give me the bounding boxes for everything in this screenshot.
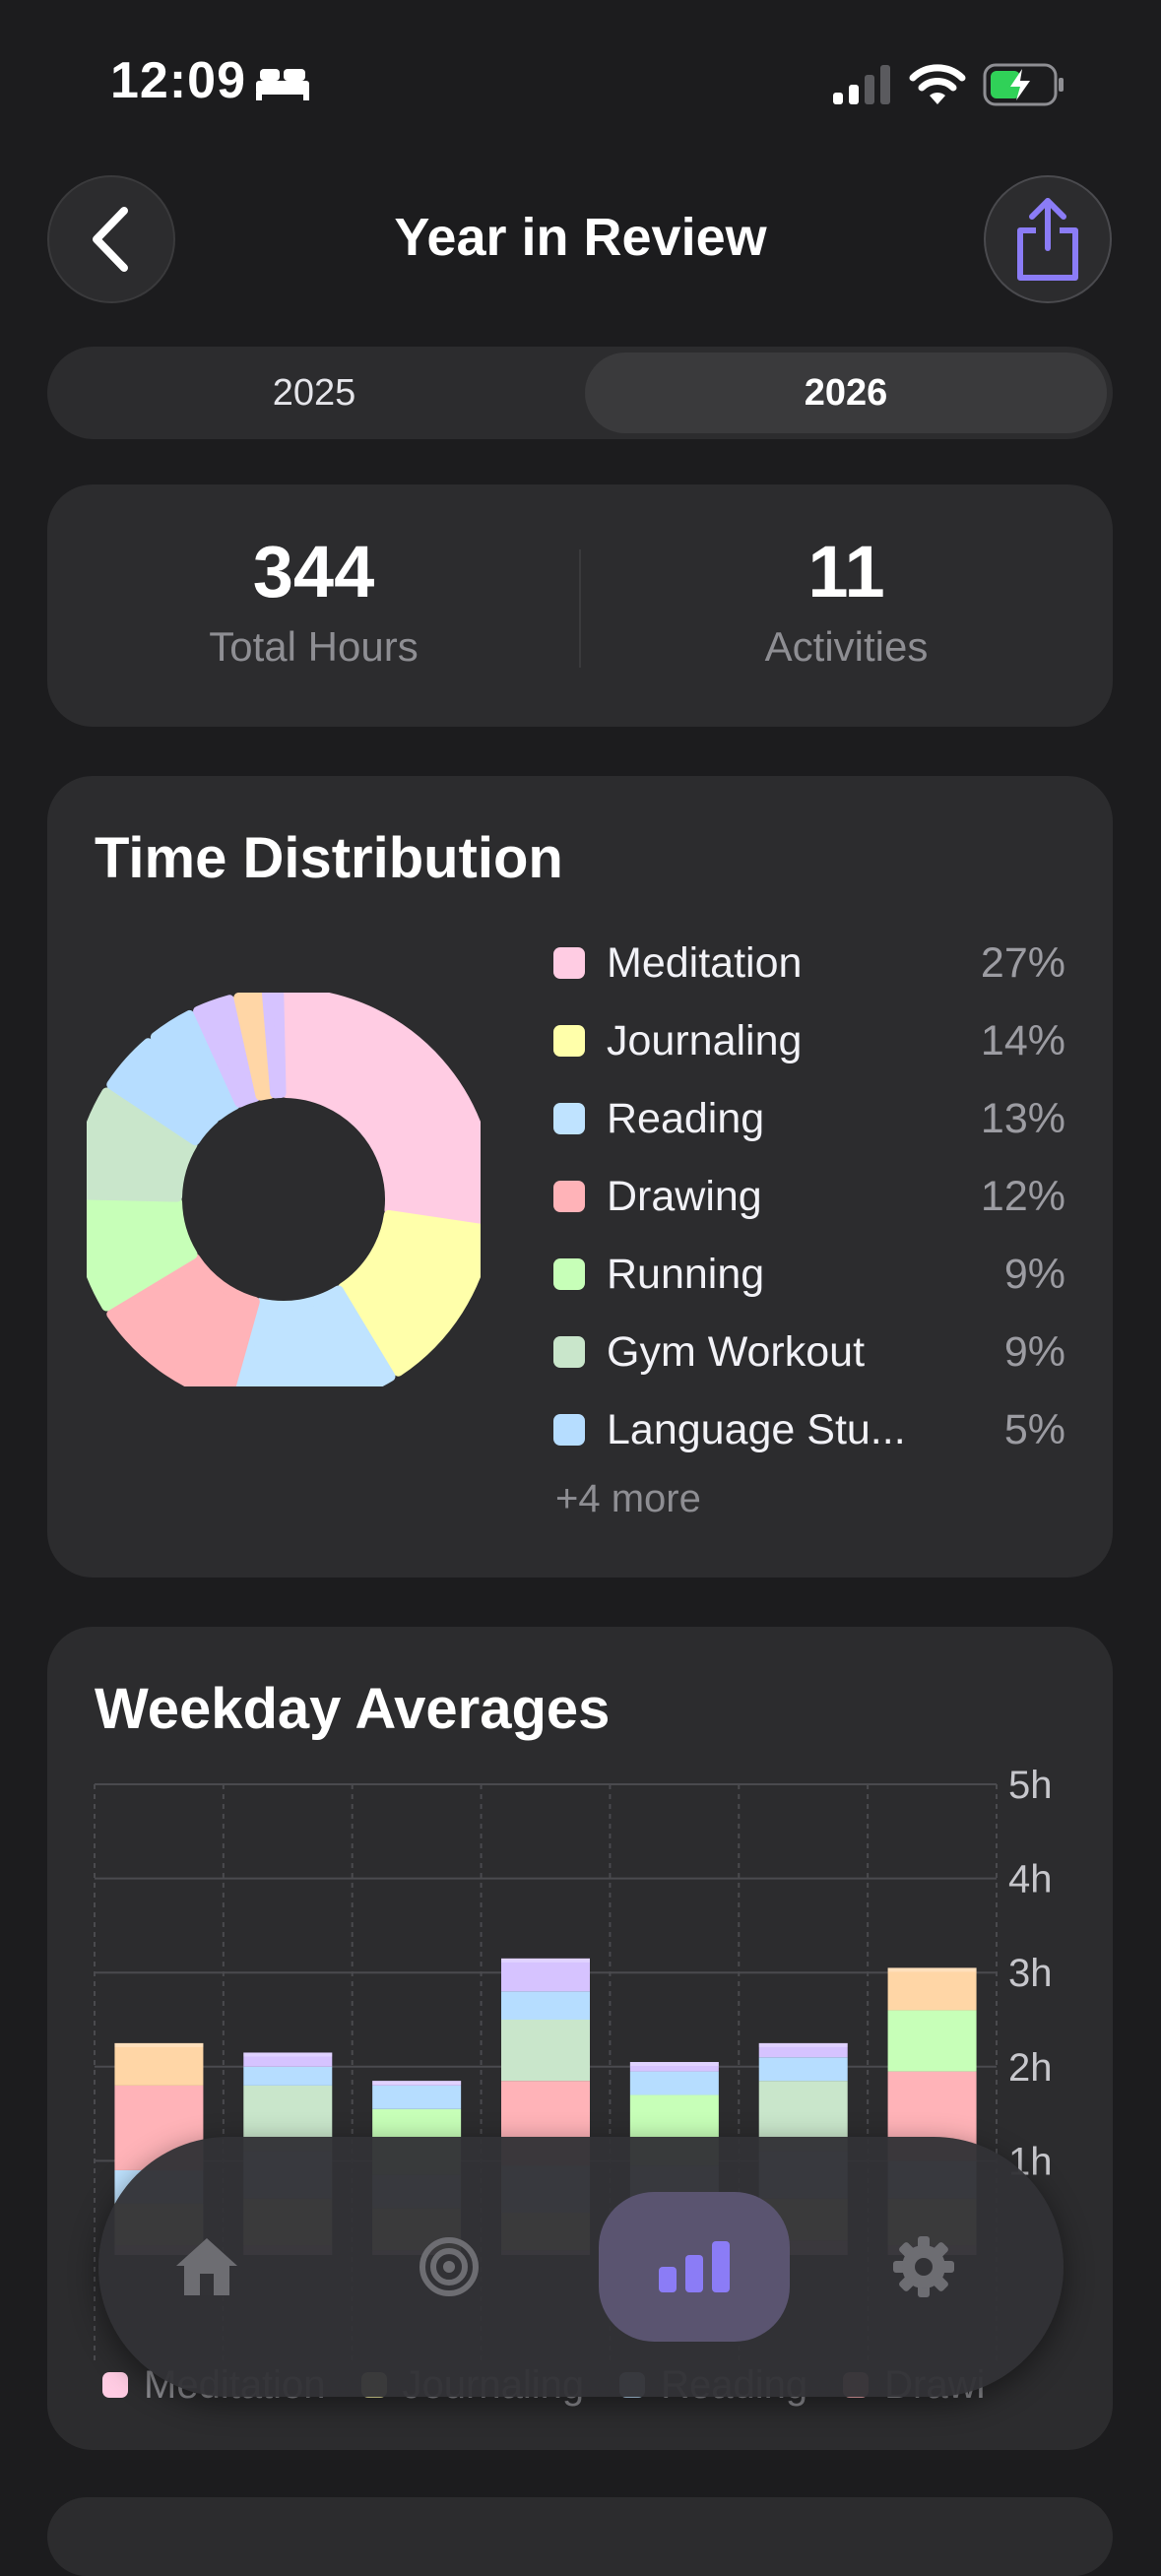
donut-slice — [261, 993, 287, 1099]
bar-segment — [501, 1958, 590, 1992]
legend-item: Drawing 12% — [553, 1167, 1065, 1226]
gear-icon — [893, 2236, 954, 2297]
bar-top — [887, 1967, 977, 1972]
share-button[interactable] — [984, 175, 1112, 303]
bar-segment — [758, 2057, 848, 2082]
next-card — [47, 2497, 1113, 2576]
page-title: Year in Review — [394, 208, 767, 267]
legend-percent: 14% — [980, 1016, 1065, 1064]
distribution-title: Time Distribution — [95, 826, 563, 890]
bar-segment — [372, 2081, 462, 2086]
donut-slice — [106, 1038, 220, 1146]
y-tick-label: 3h — [1008, 1952, 1053, 1995]
wifi-icon — [909, 64, 966, 104]
home-icon — [176, 2238, 237, 2295]
legend-percent: 9% — [1003, 1327, 1065, 1376]
donut-slice — [337, 1209, 481, 1377]
donut-slice — [281, 993, 481, 1225]
legend-name: Gym Workout — [607, 1327, 866, 1376]
bar-segment — [758, 2042, 848, 2058]
bar-segment — [501, 2020, 590, 2082]
donut-slice — [234, 1285, 396, 1386]
share-icon — [1017, 198, 1078, 281]
legend-name: Language Stu... — [607, 1405, 906, 1453]
legend-name: Journaling — [607, 1016, 803, 1064]
tab-bar — [98, 2137, 1064, 2397]
weekday-title: Weekday Averages — [95, 1677, 611, 1741]
target-icon — [419, 2237, 479, 2296]
legend-percent: 9% — [1003, 1250, 1065, 1298]
legend-percent: 13% — [980, 1094, 1065, 1142]
legend-swatch — [553, 1103, 585, 1134]
legend-swatch — [553, 1336, 585, 1368]
bar-top — [114, 2042, 204, 2047]
legend-swatch — [553, 1258, 585, 1290]
bar-top — [629, 2062, 719, 2067]
legend-swatch — [553, 1025, 585, 1057]
status-time: 12:09 — [110, 52, 246, 109]
tab-goals[interactable] — [366, 2184, 532, 2350]
chart-icon — [659, 2241, 730, 2292]
legend-item: Journaling 14% — [553, 1011, 1065, 1070]
y-tick-label: 2h — [1008, 2046, 1053, 2090]
total-hours-value: 344 — [252, 531, 375, 612]
total-hours-label: Total Hours — [209, 623, 419, 670]
activities-label: Activities — [764, 623, 929, 670]
tab-settings[interactable] — [841, 2184, 1006, 2350]
legend-item: Reading 13% — [553, 1089, 1065, 1148]
donut-slice — [87, 1087, 198, 1202]
summary-card: 344 Total Hours 11 Activities — [47, 484, 1113, 727]
bar-segment — [114, 2042, 204, 2086]
bar-segment — [501, 1991, 590, 2020]
legend-percent: 12% — [980, 1172, 1065, 1220]
bar-segment — [372, 2085, 462, 2109]
chevron-left-icon — [93, 207, 128, 272]
legend-item: Language Stu... 5% — [553, 1400, 1065, 1459]
bar-segment — [887, 1967, 977, 2011]
bar-top — [372, 2081, 462, 2086]
donut-slice — [106, 1253, 260, 1386]
legend-swatch — [553, 947, 585, 979]
signal-icon — [833, 65, 890, 104]
legend-item: Meditation 27% — [553, 934, 1065, 993]
legend-item: Running 9% — [553, 1245, 1065, 1304]
legend-item: Gym Workout 9% — [553, 1322, 1065, 1382]
legend-swatch — [553, 1414, 585, 1446]
year-selector: 2025 2026 — [47, 347, 1113, 439]
legend-name: Reading — [607, 1094, 765, 1142]
bar-segment — [243, 2052, 333, 2067]
bar-segment — [887, 2010, 977, 2072]
legend-name: Running — [607, 1250, 765, 1298]
tab-home[interactable] — [124, 2184, 290, 2350]
legend-name: Drawing — [607, 1172, 762, 1220]
bar-segment — [243, 2066, 333, 2086]
bed-icon — [256, 69, 309, 100]
bar-top — [501, 1958, 590, 1963]
bar-top — [243, 2052, 333, 2057]
divider — [579, 549, 581, 668]
legend-swatch — [553, 1181, 585, 1212]
bar-top — [758, 2042, 848, 2047]
legend-percent: 27% — [980, 938, 1065, 987]
y-tick-label: 5h — [1008, 1764, 1053, 1807]
distribution-card: Time Distribution Meditation 27% Journalin… — [47, 776, 1113, 1578]
y-tick-label: 4h — [1008, 1858, 1053, 1901]
distribution-legend: Meditation 27% Journaling 14% Reading 13% Draw… — [553, 934, 1065, 1485]
battery-icon — [983, 63, 1064, 106]
bar-segment — [629, 2062, 719, 2072]
back-button[interactable] — [47, 175, 175, 303]
more-link[interactable]: +4 more — [555, 1477, 701, 1520]
legend-name: Meditation — [607, 938, 803, 987]
bar-segment — [629, 2071, 719, 2095]
legend-percent: 5% — [1003, 1405, 1065, 1453]
tab-stats[interactable] — [599, 2192, 790, 2342]
tab-2025[interactable]: 2025 — [272, 371, 356, 414]
donut-slice — [87, 1196, 198, 1312]
chart-legend-swatch — [102, 2372, 128, 2398]
tab-2026[interactable]: 2026 — [585, 353, 1107, 433]
donut-chart — [87, 993, 481, 1386]
activities-value: 11 — [807, 531, 885, 612]
